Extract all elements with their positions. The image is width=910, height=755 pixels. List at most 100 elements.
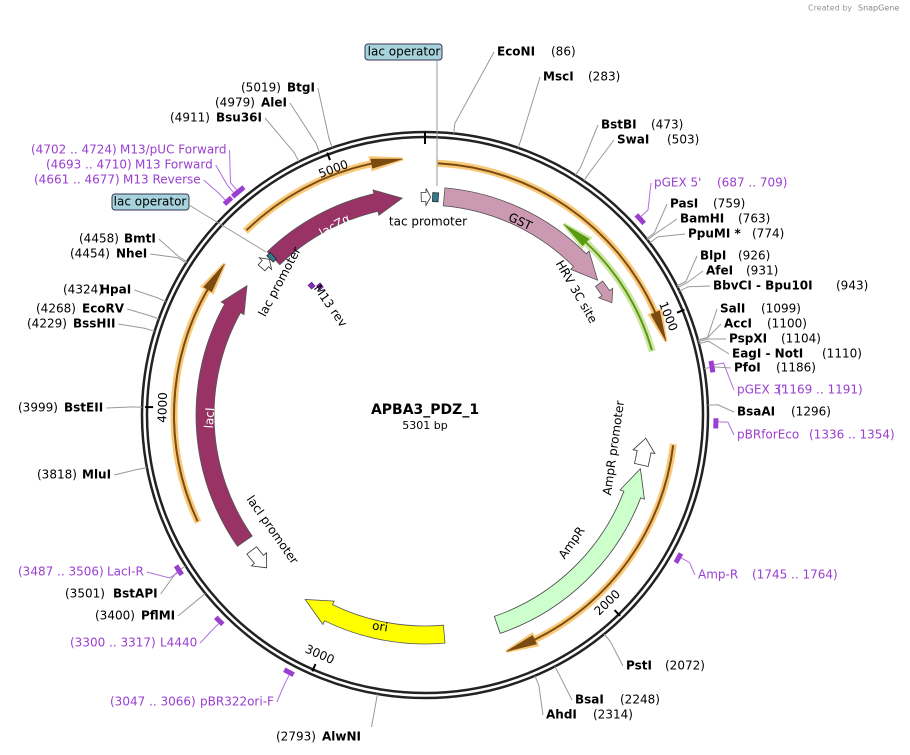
enzyme-name: AfeI <box>706 264 733 278</box>
enzyme-position: (774) <box>752 227 784 241</box>
enzyme-position: (86) <box>551 45 576 59</box>
enzyme-name: MscI <box>543 70 574 84</box>
leader <box>203 179 226 201</box>
enzyme-name: PpuMI * <box>688 227 742 241</box>
enzyme-position: (283) <box>588 70 620 84</box>
feature <box>632 437 656 467</box>
feature <box>493 467 645 634</box>
enzyme-position: (4911) <box>170 111 210 125</box>
primer-range: (3300 .. 3317) <box>70 636 156 650</box>
leader <box>646 203 668 240</box>
enzyme-name: BsaAI <box>737 405 775 419</box>
enzyme-name: MluI <box>82 468 111 482</box>
leader <box>106 406 143 409</box>
leader <box>371 693 378 728</box>
enzyme-name: EagI - NotI <box>732 347 803 361</box>
enzyme-position: (1100) <box>767 317 807 331</box>
enzyme-position: (763) <box>738 212 770 226</box>
enzyme-position: (4454) <box>70 247 110 261</box>
feature <box>316 282 324 291</box>
leader <box>534 675 544 716</box>
feature <box>594 280 614 304</box>
enzyme-position: (4324) <box>63 283 103 297</box>
leader <box>717 421 735 436</box>
enzyme-position: (3501) <box>65 587 105 601</box>
feature-label: AmpR promoter <box>600 400 627 496</box>
feature-label: tac promoter <box>389 215 467 229</box>
leader <box>118 323 155 332</box>
enzyme-position: (473) <box>651 118 683 132</box>
feature <box>432 192 440 203</box>
leader <box>679 285 711 292</box>
primer-name: M13 Reverse <box>123 173 201 187</box>
leader <box>177 593 206 617</box>
orf <box>173 263 225 522</box>
enzyme-position: (3999) <box>18 401 58 415</box>
enzyme-name: AlwNI <box>322 730 361 744</box>
enzyme-position: (926) <box>738 249 770 263</box>
feature <box>257 257 273 272</box>
enzyme-position: (2314) <box>593 708 633 722</box>
leader <box>603 633 624 667</box>
orf-halo <box>436 159 668 343</box>
primer-name: Amp-R <box>698 568 738 582</box>
enzyme-name: Bsu36I <box>216 111 262 125</box>
enzyme-position: (5019) <box>241 81 281 95</box>
enzyme-position: (4979) <box>215 96 255 110</box>
leader <box>453 51 495 134</box>
primer-range: (3487 .. 3506) <box>18 565 104 579</box>
enzyme-name: BamHI <box>680 212 724 226</box>
enzyme-name: BsaI <box>575 693 604 707</box>
orf-halo <box>170 262 226 524</box>
primer-name: M13/pUC Forward <box>120 143 227 157</box>
enzyme-name: SwaI <box>617 133 649 147</box>
leader <box>583 139 615 182</box>
leader <box>517 76 541 148</box>
enzyme-name: BstEII <box>64 401 103 415</box>
leader <box>264 117 300 162</box>
enzyme-name: AhdI <box>546 708 577 722</box>
enzyme-position: (4268) <box>36 302 76 316</box>
primer-range: (1745 .. 1764) <box>752 568 838 582</box>
enzyme-name: BtgI <box>287 81 315 95</box>
scale-tick <box>311 663 317 672</box>
leader <box>697 323 722 341</box>
primer-name: LacI-R <box>107 565 144 579</box>
enzyme-name: EcoRV <box>82 302 125 316</box>
primer-site <box>708 360 716 373</box>
primer-range: (4661 .. 4677) <box>34 173 120 187</box>
leader <box>713 362 735 391</box>
enzyme-position: (2072) <box>665 659 705 673</box>
label-box <box>364 43 443 61</box>
scale-tick <box>326 152 331 161</box>
leader <box>158 238 188 263</box>
enzyme-position: (931) <box>746 264 778 278</box>
orf <box>437 162 667 342</box>
enzyme-position: (1110) <box>822 347 862 361</box>
enzyme-name: NheI <box>116 247 147 261</box>
enzyme-position: (1104) <box>781 332 821 346</box>
feature <box>420 188 432 208</box>
boxed-label: lac operator <box>368 45 441 59</box>
primer-name: L4440 <box>160 636 197 650</box>
leader <box>677 270 704 288</box>
feature-label: lacI <box>202 407 217 429</box>
enzyme-name: BstBI <box>601 118 637 132</box>
leader <box>317 87 333 148</box>
enzyme-name: PasI <box>670 197 698 211</box>
label-box <box>111 193 190 211</box>
scale-tick <box>676 308 685 314</box>
orf <box>563 223 653 351</box>
orf-halo <box>562 222 656 353</box>
feature <box>195 284 253 547</box>
leader <box>698 340 730 355</box>
enzyme-name: AleI <box>261 96 287 110</box>
feature <box>442 187 599 281</box>
primer-name: M13 Forward <box>135 158 213 172</box>
feature <box>307 281 316 290</box>
feature <box>266 189 404 266</box>
enzyme-position: (2793) <box>276 730 316 744</box>
primer-range: (687 .. 709) <box>717 176 787 190</box>
leader <box>697 308 718 341</box>
